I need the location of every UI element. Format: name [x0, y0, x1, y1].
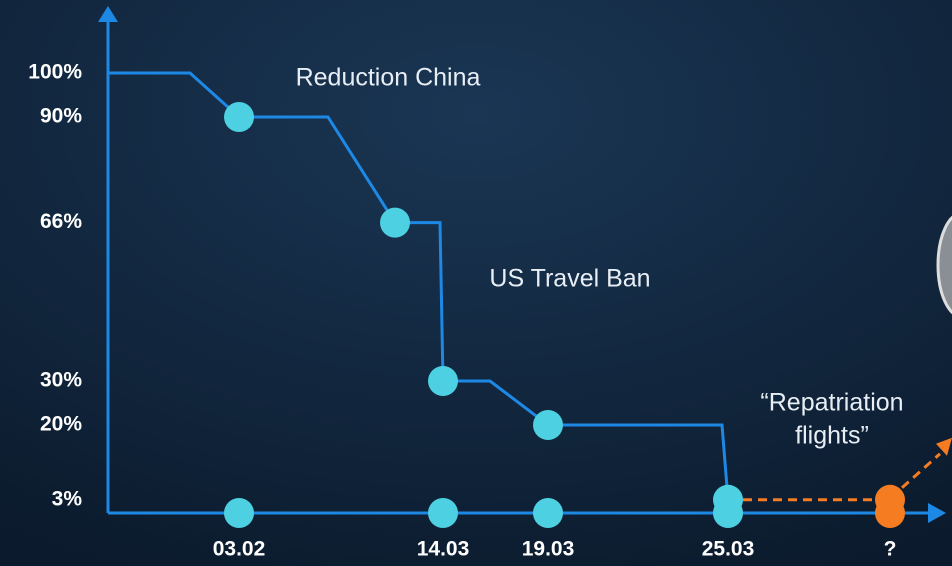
data-point [875, 484, 905, 515]
data-point [533, 410, 563, 440]
x-tick-label: ? [884, 538, 897, 561]
y-tick-label: 30% [40, 369, 82, 392]
projection-arrowhead [936, 437, 952, 456]
x-axis-dot [533, 498, 563, 528]
y-tick-label: 90% [40, 105, 82, 128]
x-tick-label: 25.03 [702, 538, 755, 561]
x-axis-dot [224, 498, 254, 528]
step-line [548, 423, 730, 500]
data-point [713, 484, 743, 515]
step-line [443, 379, 549, 427]
annotation: Reduction China [296, 64, 481, 92]
annotation: US Travel Ban [489, 265, 650, 293]
x-tick-label: 03.02 [213, 538, 266, 561]
annotation: “Repatriation [760, 389, 903, 417]
data-point [224, 102, 254, 132]
x-axis-dot [428, 498, 458, 528]
projection-arrow [900, 452, 942, 489]
x-axis-arrow [928, 503, 946, 523]
step-line [239, 115, 397, 224]
y-tick-label: 3% [52, 487, 83, 510]
data-point [428, 366, 458, 396]
x-tick-label: 19.03 [522, 538, 575, 561]
photo-fragment [936, 215, 952, 315]
y-tick-label: 66% [40, 210, 82, 233]
y-axis-arrow [98, 6, 118, 22]
annotation: flights” [795, 422, 869, 450]
step-line [108, 71, 241, 119]
data-point [380, 207, 410, 238]
y-tick-label: 100% [28, 61, 82, 84]
y-tick-label: 20% [40, 413, 82, 436]
x-tick-label: 14.03 [417, 538, 470, 561]
